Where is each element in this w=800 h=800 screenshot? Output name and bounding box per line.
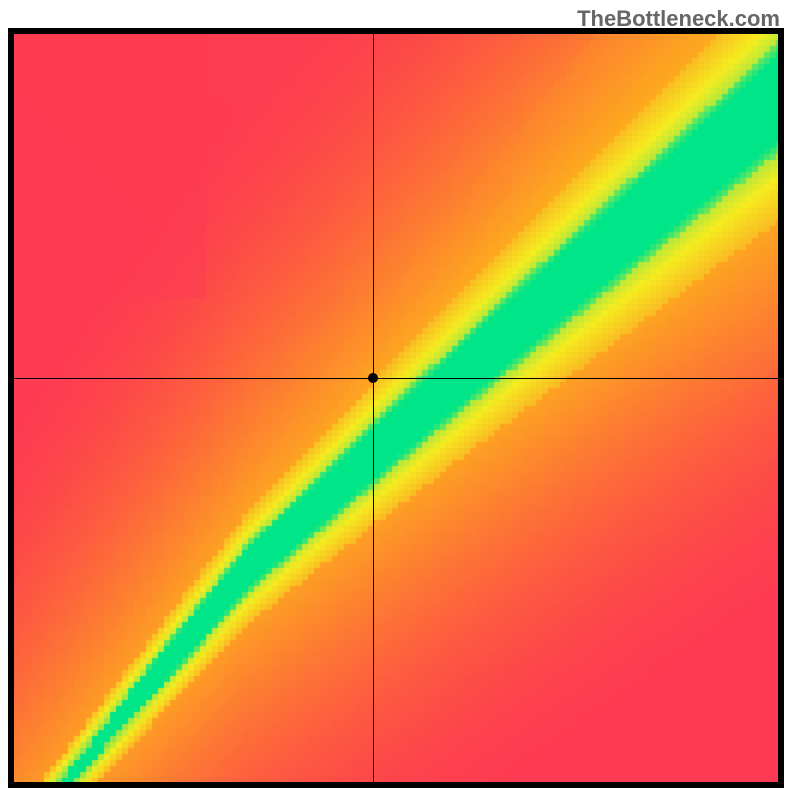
crosshair-vertical	[373, 34, 374, 782]
watermark-text: TheBottleneck.com	[577, 6, 780, 32]
crosshair-marker	[368, 373, 378, 383]
crosshair-horizontal	[14, 378, 778, 379]
heatmap-frame	[8, 28, 784, 788]
chart-container: TheBottleneck.com	[0, 0, 800, 800]
heatmap-canvas	[14, 34, 778, 782]
